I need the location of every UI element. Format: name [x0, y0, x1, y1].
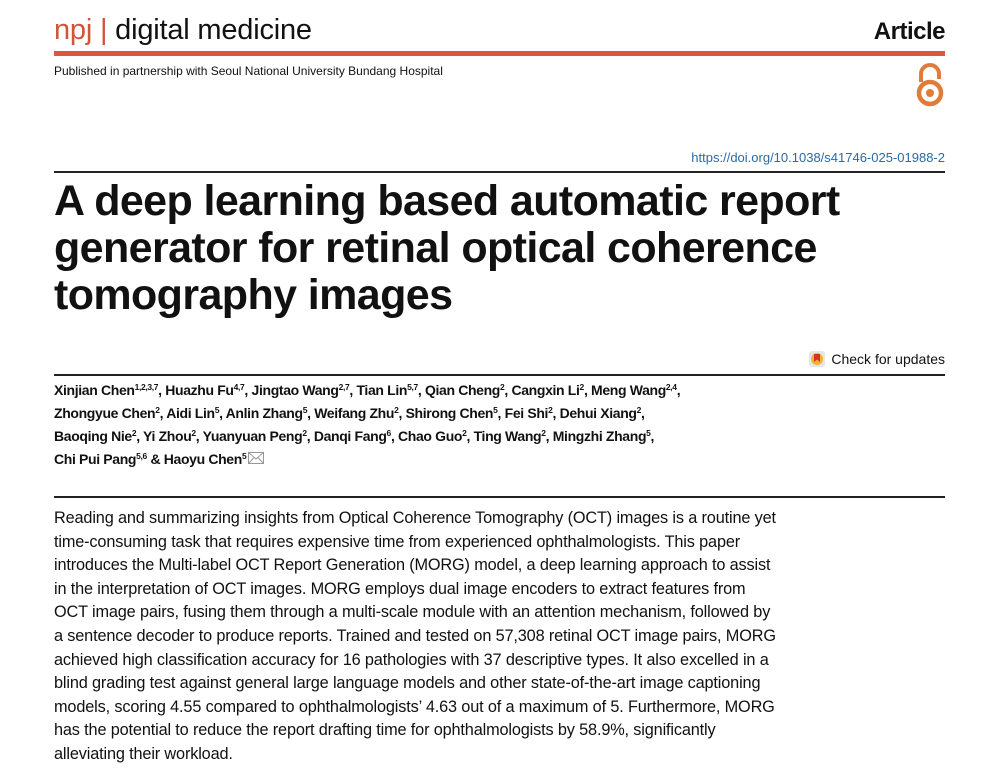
author-name[interactable]: Weifang Zhu — [314, 405, 395, 421]
author-line: Chi Pui Pang5,6 & Haoyu Chen5 — [54, 448, 680, 471]
partnership-note: Published in partnership with Seoul Nati… — [54, 64, 443, 78]
abstract-line: Reading and summarizing insights from Op… — [54, 509, 776, 527]
title-line: generator for retinal optical coherence — [54, 224, 817, 272]
journal-separator: | — [99, 14, 108, 46]
author-name[interactable]: Chao Guo — [398, 428, 463, 444]
check-updates-label: Check for updates — [831, 351, 945, 367]
author-affiliation: 5,7 — [407, 382, 418, 392]
author-affiliation: 2 — [636, 405, 642, 415]
author-affiliation: 2 — [302, 428, 307, 438]
author-affiliation: 2,7 — [338, 382, 350, 392]
author-name[interactable]: Zhongyue Chen — [54, 405, 156, 421]
journal-name[interactable]: npj | digital medicine — [54, 14, 312, 47]
abstract-line: in the interpretation of OCT images. MOR… — [54, 579, 746, 598]
author-affiliation: 2 — [155, 405, 160, 415]
author-line: Baoqing Nie2, Yi Zhou2, Yuanyuan Peng2, … — [54, 428, 655, 444]
abstract-line: achieved high classification accuracy fo… — [54, 650, 769, 669]
author-name[interactable]: Qian Cheng — [424, 382, 500, 398]
author-affiliation: 5 — [214, 405, 220, 415]
author-name[interactable]: Fei Shi — [504, 405, 549, 421]
author-name[interactable]: Yuanyuan Peng — [202, 428, 303, 444]
author-name[interactable]: Aidi Lin — [166, 405, 215, 421]
author-affiliation: 5 — [302, 405, 308, 415]
article-type: Article — [873, 18, 946, 45]
divider — [54, 374, 945, 376]
author-name[interactable]: Meng Wang — [591, 382, 666, 398]
abstract-line: OCT image pairs, fusing them through a m… — [54, 603, 771, 622]
author-name[interactable]: Tian Lin — [356, 382, 408, 398]
author-affiliation: 2 — [131, 428, 137, 438]
author-affiliation: 6 — [386, 428, 392, 438]
author-affiliation: 2 — [394, 405, 399, 415]
author-name[interactable]: Huazhu Fu — [165, 382, 234, 398]
journal-prefix: npj — [54, 14, 93, 46]
doi-link[interactable]: https://doi.org/10.1038/s41746-025-01988… — [691, 150, 945, 165]
author-affiliation: 2 — [462, 428, 467, 438]
check-updates-icon — [809, 351, 826, 367]
abstract-line: alleviating their workload. — [54, 744, 233, 763]
header-accent-rule — [54, 51, 945, 56]
abstract-line: models, scoring 4.55 compared to ophthal… — [54, 697, 775, 716]
abstract-line: a sentence decoder to produce reports. T… — [54, 626, 776, 645]
author-name[interactable]: Baoqing Nie — [54, 428, 132, 444]
author-name[interactable]: Mingzhi Zhang — [552, 428, 647, 444]
author-name[interactable]: Cangxin Li — [511, 382, 580, 398]
abstract-line: time-consuming task that requires expens… — [54, 532, 741, 551]
author-name[interactable]: Ting Wang — [473, 428, 542, 444]
author-line: Xinjian Chen1,2,3,7, Huazhu Fu4,7, Jingt… — [54, 382, 681, 398]
author-name[interactable]: Haoyu Chen — [163, 451, 243, 467]
email-envelope-icon[interactable] — [248, 452, 265, 464]
author-line: Zhongyue Chen2, Aidi Lin5, Anlin Zhang5,… — [54, 405, 645, 421]
abstract: Reading and summarizing insights from Op… — [54, 507, 776, 767]
author-affiliation: 2 — [541, 428, 546, 438]
author-affiliation: 2 — [500, 382, 505, 392]
divider — [54, 496, 945, 498]
author-affiliation: 5,6 — [136, 451, 147, 461]
author-affiliation: 2,4 — [665, 382, 677, 392]
author-affiliation: 5 — [493, 405, 498, 415]
author-name[interactable]: Yi Zhou — [143, 428, 192, 444]
author-name[interactable]: Anlin Zhang — [225, 405, 303, 421]
author-name[interactable]: Shirong Chen — [405, 405, 494, 421]
paper-title: A deep learning based automatic report g… — [54, 178, 954, 319]
author-list: Xinjian Chen1,2,3,7, Huazhu Fu4,7, Jingt… — [54, 379, 681, 471]
abstract-line: has the potential to reduce the report d… — [54, 721, 716, 740]
title-line: A deep learning based automatic report — [54, 177, 840, 225]
author-affiliation: 5 — [241, 451, 247, 461]
check-for-updates-button[interactable]: Check for updates — [809, 351, 945, 367]
author-affiliation: 2 — [579, 382, 585, 392]
abstract-line: blind grading test against general large… — [54, 674, 761, 693]
abstract-line: introduces the Multi-label OCT Report Ge… — [54, 556, 771, 575]
author-affiliation: 1,2,3,7 — [134, 382, 159, 392]
open-access-lock-icon — [916, 63, 944, 107]
author-name[interactable]: Chi Pui Pang — [54, 451, 137, 467]
author-name[interactable]: Dehui Xiang — [559, 405, 637, 421]
author-name[interactable]: Xinjian Chen — [54, 382, 135, 398]
author-affiliation: 5 — [646, 428, 651, 438]
journal-title: digital medicine — [115, 14, 312, 46]
divider — [54, 171, 945, 173]
author-name[interactable]: Danqi Fang — [313, 428, 387, 444]
author-affiliation: 2 — [191, 428, 196, 438]
title-line: tomography images — [54, 271, 453, 319]
author-name[interactable]: Jingtao Wang — [251, 382, 339, 398]
author-affiliation: 2 — [548, 405, 553, 415]
author-affiliation: 4,7 — [233, 382, 245, 392]
